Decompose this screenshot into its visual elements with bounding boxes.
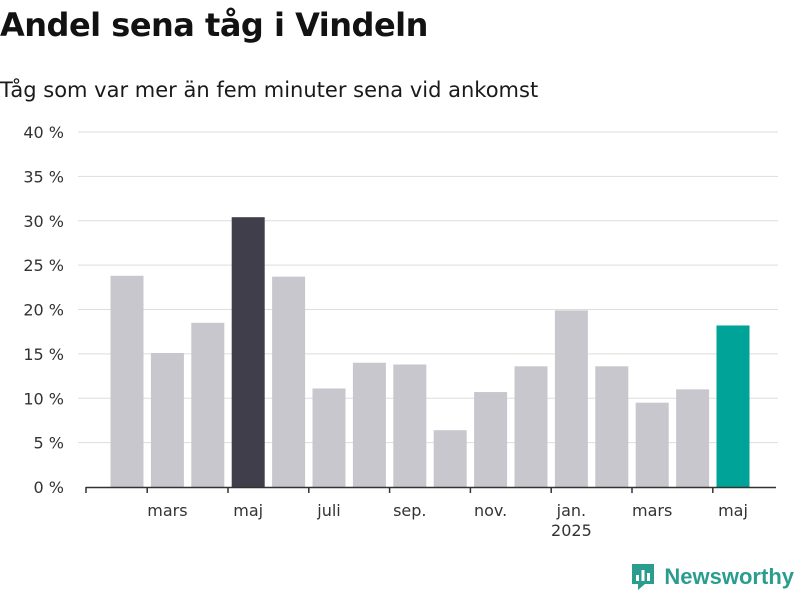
bar-2024-08 [352,362,386,487]
bar-2025-05 [716,325,750,487]
bar-2024-07 [312,388,346,487]
chart-subtitle: Tåg som var mer än fem minuter sena vid … [0,78,539,102]
x-tick-label: mars [632,501,672,520]
y-tick-label: 40 % [23,123,64,142]
x-tick-label: mars [147,501,187,520]
x-tick-label: maj [718,501,748,520]
y-tick-label: 35 % [23,167,64,186]
newsworthy-logo-icon [632,564,655,590]
bar-2024-06 [272,276,306,487]
newsworthy-logo-text: Newsworthy [664,564,794,589]
chart-title: Andel sena tåg i Vindeln [0,6,428,44]
bar-2024-11 [474,392,508,487]
x-tick-label: sep. [393,501,426,520]
bar-2024-05 [231,217,265,487]
y-tick-label: 0 % [34,478,64,497]
x-tick-label: juli [316,501,340,520]
newsworthy-logo: Newsworthy [630,562,794,592]
bar-2025-03 [635,402,669,487]
y-tick-label: 20 % [23,301,64,320]
y-tick-label: 15 % [23,345,64,364]
bar-2024-09 [393,364,427,487]
bar-2025-01 [554,310,588,487]
bar-2024-12 [514,366,548,487]
bar-2025-02 [595,366,629,487]
y-tick-label: 10 % [23,389,64,408]
x-tick-sublabel: 2025 [551,521,592,540]
bar-2024-02 [110,275,144,487]
bar-chart: 0 % 5 % 10 % 15 % 20 % 25 % 30 % 35 % 40 % mars ma… [23,123,778,540]
y-tick-label: 30 % [23,212,64,231]
bar-2025-04 [676,389,710,487]
x-tick-label: nov. [474,501,507,520]
x-tick-label: jan. [556,501,586,520]
x-tick-label: maj [233,501,263,520]
y-tick-label: 25 % [23,256,64,275]
y-tick-label: 5 % [34,434,64,453]
bar-2024-03 [150,352,184,487]
bar-2024-04 [191,322,225,487]
bar-2024-10 [433,430,467,487]
